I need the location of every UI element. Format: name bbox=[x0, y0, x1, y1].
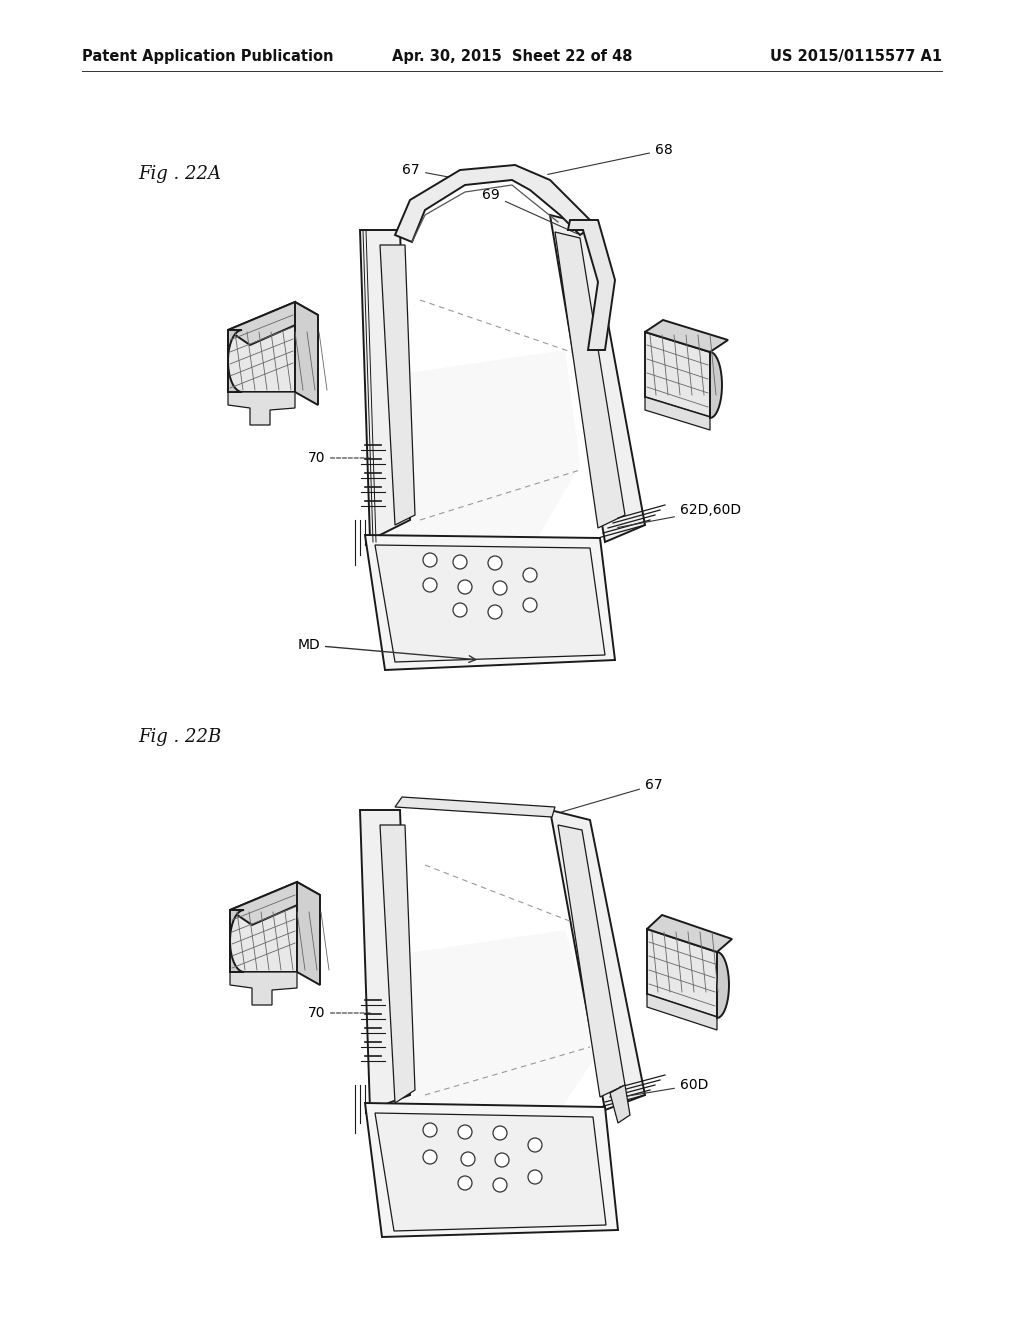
Circle shape bbox=[461, 1152, 475, 1166]
Circle shape bbox=[458, 579, 472, 594]
Circle shape bbox=[458, 1125, 472, 1139]
Circle shape bbox=[423, 553, 437, 568]
Text: 70: 70 bbox=[307, 1006, 371, 1020]
Text: US 2015/0115577 A1: US 2015/0115577 A1 bbox=[770, 49, 942, 65]
Circle shape bbox=[453, 554, 467, 569]
Polygon shape bbox=[295, 302, 318, 405]
Circle shape bbox=[495, 1152, 509, 1167]
Text: Apr. 30, 2015  Sheet 22 of 48: Apr. 30, 2015 Sheet 22 of 48 bbox=[392, 49, 632, 65]
Polygon shape bbox=[370, 931, 600, 1155]
Circle shape bbox=[453, 603, 467, 616]
Circle shape bbox=[528, 1138, 542, 1152]
Circle shape bbox=[523, 598, 537, 612]
Polygon shape bbox=[717, 952, 729, 1018]
Polygon shape bbox=[645, 333, 710, 417]
Circle shape bbox=[423, 578, 437, 591]
Text: MD: MD bbox=[297, 638, 476, 663]
Polygon shape bbox=[228, 392, 295, 425]
Polygon shape bbox=[230, 972, 297, 1005]
Text: 67: 67 bbox=[561, 777, 663, 812]
Polygon shape bbox=[230, 909, 244, 972]
Circle shape bbox=[493, 581, 507, 595]
Circle shape bbox=[528, 1170, 542, 1184]
Polygon shape bbox=[370, 350, 580, 585]
Polygon shape bbox=[550, 215, 645, 543]
Circle shape bbox=[493, 1126, 507, 1140]
Polygon shape bbox=[228, 330, 242, 392]
Polygon shape bbox=[375, 545, 605, 663]
Polygon shape bbox=[228, 302, 318, 345]
Polygon shape bbox=[230, 882, 319, 925]
Polygon shape bbox=[395, 797, 555, 817]
Polygon shape bbox=[645, 397, 710, 430]
Polygon shape bbox=[360, 810, 410, 1110]
Polygon shape bbox=[555, 232, 625, 528]
Polygon shape bbox=[297, 882, 319, 985]
Polygon shape bbox=[558, 825, 625, 1097]
Text: 62D,60D: 62D,60D bbox=[617, 503, 741, 528]
Polygon shape bbox=[365, 535, 615, 671]
Circle shape bbox=[423, 1123, 437, 1137]
Polygon shape bbox=[710, 352, 722, 418]
Polygon shape bbox=[647, 994, 717, 1030]
Circle shape bbox=[488, 605, 502, 619]
Polygon shape bbox=[365, 1104, 618, 1237]
Polygon shape bbox=[228, 302, 295, 392]
Polygon shape bbox=[647, 915, 732, 952]
Circle shape bbox=[488, 556, 502, 570]
Text: 68: 68 bbox=[548, 143, 673, 174]
Polygon shape bbox=[230, 882, 297, 972]
Polygon shape bbox=[395, 165, 595, 242]
Text: 69: 69 bbox=[482, 187, 578, 234]
Text: Fig . 22B: Fig . 22B bbox=[138, 727, 221, 746]
Polygon shape bbox=[375, 1113, 606, 1232]
Polygon shape bbox=[645, 319, 728, 352]
Text: 60D: 60D bbox=[625, 1078, 709, 1097]
Circle shape bbox=[458, 1176, 472, 1191]
Text: 70: 70 bbox=[307, 451, 371, 465]
Text: Fig . 22A: Fig . 22A bbox=[138, 165, 221, 183]
Polygon shape bbox=[568, 220, 615, 350]
Text: Patent Application Publication: Patent Application Publication bbox=[82, 49, 334, 65]
Polygon shape bbox=[610, 1085, 630, 1123]
Polygon shape bbox=[360, 230, 410, 540]
Polygon shape bbox=[380, 246, 415, 525]
Circle shape bbox=[423, 1150, 437, 1164]
Polygon shape bbox=[380, 825, 415, 1104]
Polygon shape bbox=[647, 929, 717, 1016]
Circle shape bbox=[523, 568, 537, 582]
Polygon shape bbox=[550, 810, 645, 1110]
Text: 67: 67 bbox=[402, 162, 472, 181]
Circle shape bbox=[493, 1177, 507, 1192]
